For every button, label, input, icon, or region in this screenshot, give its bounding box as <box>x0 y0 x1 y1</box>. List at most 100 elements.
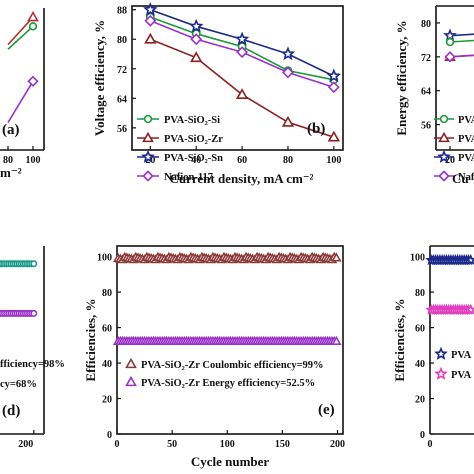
panel-d-data-point <box>30 260 38 268</box>
panel-e-legend-label: PVA-SiO₂-Zr Energy efficiency=52.5% <box>141 378 315 389</box>
panel-f-y-tick-label: 20 <box>415 395 425 406</box>
panel-b-legend-marker <box>143 114 153 124</box>
panel-b-data-point <box>281 115 295 127</box>
panel-b-legend-marker <box>141 149 155 163</box>
panel-b-data-point <box>144 14 157 27</box>
panel-b-data-point <box>236 46 249 59</box>
panel-c-y-tick-label: 64 <box>421 87 431 98</box>
panel-f-y-tick-label: 80 <box>415 288 425 299</box>
panel-d-legend-label: cy=68% <box>0 379 37 390</box>
panel-c-legend-marker <box>439 114 449 124</box>
panel-b-legend-label: PVA-SiO₂-Zr <box>164 134 223 145</box>
panel-c-legend-marker <box>438 170 450 182</box>
panel-b-x-tick-label: 40 <box>191 155 201 166</box>
panel-d-legend-label: fficiency=98% <box>0 359 65 370</box>
panel-a-label: (a) <box>2 122 20 138</box>
panel-f-y-tick-label: 100 <box>410 253 425 264</box>
panel-e-y-tick-label: 60 <box>102 324 112 335</box>
panel-b-x-axis-label: Current density, mA cm⁻² <box>169 171 313 186</box>
panel-a-series-line <box>7 80 34 123</box>
panel-f-y-axis-label: Efficiencies, % <box>392 298 407 381</box>
panel-f-y-tick-label: 0 <box>420 430 425 441</box>
panel-b-y-tick-label: 64 <box>117 94 127 105</box>
panel-b-y-tick-label: 72 <box>117 65 127 76</box>
panel-b-legend-label: Nafion-117 <box>164 172 213 183</box>
panel-b-label: (b) <box>307 121 325 137</box>
panel-a-x-tick-label: 100 <box>26 155 41 166</box>
panel-e-y-tick-label: 100 <box>97 253 112 264</box>
panel-f-y-tick-label: 40 <box>415 359 425 370</box>
panel-b-y-tick-label: 56 <box>117 124 127 135</box>
panel-d-data-point <box>30 309 38 317</box>
panel-c-legend-marker <box>437 149 451 163</box>
panel-b-legend-marker <box>142 170 154 182</box>
panel-b-data-point <box>190 33 203 46</box>
panel-b-x-tick-label: 80 <box>283 155 293 166</box>
panel-b-data-point <box>280 46 296 61</box>
panel-c-x-axis-label: Cu <box>452 171 469 186</box>
panel-c-legend-marker <box>438 131 450 143</box>
panel-e-legend-marker <box>125 357 137 369</box>
panel-e-x-axis-label: Cycle number <box>191 454 270 469</box>
panel-c-x-tick-label: 20 <box>445 155 455 166</box>
panel-e-label: (e) <box>318 402 335 418</box>
panel-f-x-tick-label: 0 <box>428 439 433 450</box>
panel-b-data-point <box>190 51 203 63</box>
panel-b-data-point <box>235 88 249 100</box>
panel-e-x-tick-label: 0 <box>115 439 120 450</box>
panel-c-y-tick-label: 80 <box>421 19 431 30</box>
panel-e-legend-marker <box>125 375 137 387</box>
panel-c-legend-label: PVA <box>458 153 474 164</box>
panel-e-y-tick-label: 0 <box>107 430 112 441</box>
panel-f-legend-label: PVA <box>451 370 472 381</box>
panel-e-x-tick-label: 100 <box>220 439 235 450</box>
panel-b-plot-frame <box>131 5 344 151</box>
panel-d-label: (d) <box>2 403 20 419</box>
panel-a-data-point <box>27 11 39 22</box>
panel-b-data-point <box>282 66 294 79</box>
panel-b-legend-marker <box>142 131 154 143</box>
panel-c-legend-label: PVA <box>458 115 474 126</box>
panel-c-data-point <box>444 51 456 63</box>
panel-b-legend-label: PVA-SiO₂-Si <box>164 115 220 126</box>
panel-b-data-point <box>189 18 204 33</box>
panel-b-y-tick-label: 80 <box>117 35 127 46</box>
panel-b-data-point <box>327 130 341 142</box>
panel-e-y-axis-label: Efficiencies, % <box>83 298 98 381</box>
panel-e-legend-label: PVA-SiO₂-Zr Coulombic efficiency=99% <box>141 360 324 371</box>
panel-a-data-point <box>27 75 39 87</box>
panel-f-legend-label: PVA <box>451 350 472 361</box>
panel-a-series-line <box>7 16 34 46</box>
panel-c-legend-label: PVA <box>458 134 474 145</box>
panel-e-x-tick-label: 150 <box>275 439 290 450</box>
panel-e-y-tick-label: 80 <box>102 288 112 299</box>
panel-f-y-tick-label: 60 <box>415 324 425 335</box>
panel-a-x-tick-label: 80 <box>3 155 13 166</box>
panel-b-data-point <box>143 2 158 16</box>
panel-c-y-axis-label: Energy efficiency, % <box>394 20 409 135</box>
panel-a-series-line <box>7 25 34 50</box>
panel-b-y-tick-label: 88 <box>117 6 127 17</box>
panel-c-legend-label: Naf <box>458 172 474 183</box>
panel-b-legend-label: PVA-SiO₂-Sn <box>164 153 223 164</box>
panel-b-x-tick-label: 100 <box>326 155 341 166</box>
panel-e-x-tick-label: 200 <box>330 439 345 450</box>
panel-c-y-tick-label: 56 <box>421 121 431 132</box>
panel-c-data-point <box>445 37 455 47</box>
panel-e-y-tick-label: 20 <box>102 395 112 406</box>
panel-a-x-axis-label: m⁻² <box>0 165 22 180</box>
panel-e-y-tick-label: 40 <box>102 359 112 370</box>
panel-b-data-point <box>144 32 157 44</box>
panel-b-data-point <box>327 81 340 94</box>
panel-b-y-axis-label: Voltage efficiency, % <box>92 20 107 136</box>
panel-e-data-point <box>331 335 342 345</box>
panel-b-data-point <box>326 68 342 83</box>
panel-b-data-point <box>234 31 250 46</box>
panel-b-x-tick-label: 60 <box>237 155 247 166</box>
panel-e-x-tick-label: 50 <box>167 439 177 450</box>
panel-e-data-point <box>331 252 342 262</box>
panel-d-x-tick-label: 200 <box>18 439 33 450</box>
panel-c-y-tick-label: 72 <box>421 53 431 64</box>
panel-a-data-point <box>28 22 38 31</box>
